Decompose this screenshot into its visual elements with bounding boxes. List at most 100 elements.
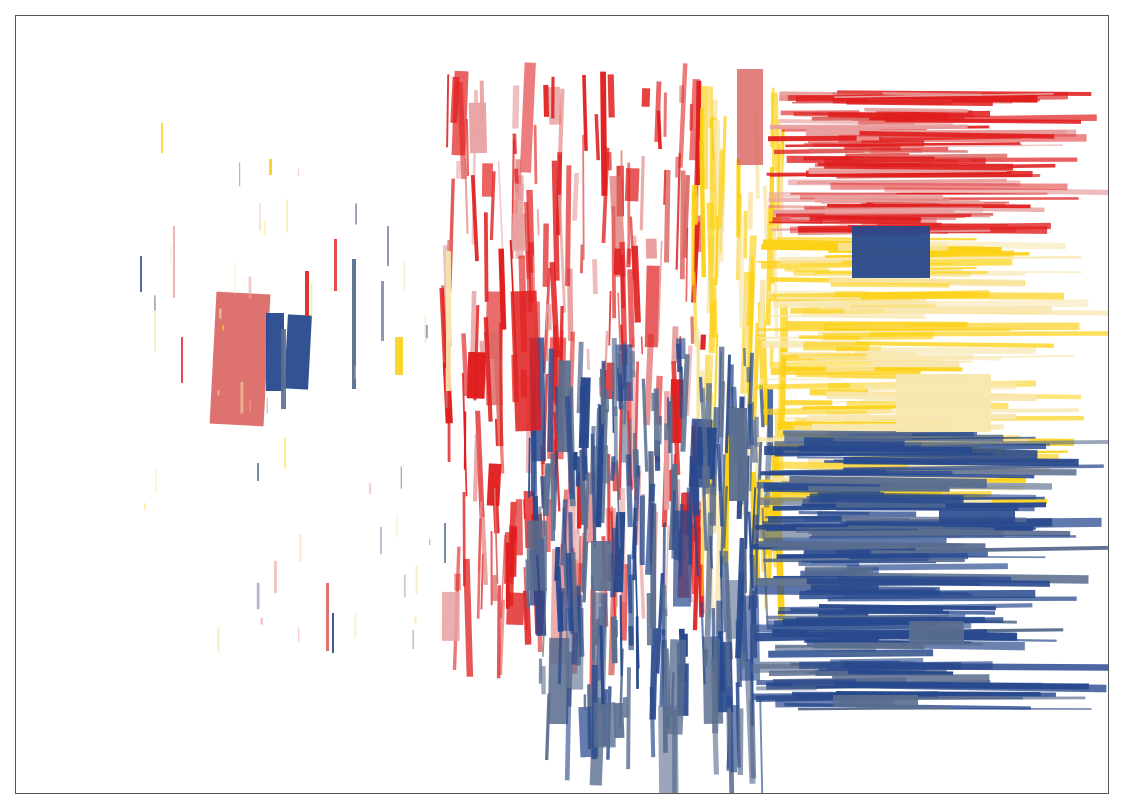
red-vertical-stroke [462,491,466,587]
yellow-horizontal-stroke [770,314,927,320]
yellow-vertical-stroke [716,149,725,253]
blue-horizontal-stroke [838,619,899,624]
yellow-horizontal-stroke [818,299,1089,310]
yellow-vertical-stroke [762,185,769,245]
fragment [256,582,260,610]
blue-horizontal-stroke [798,706,952,711]
fragment [234,263,236,294]
fragment [217,390,220,396]
blue-vertical-stroke [700,388,710,494]
blue-horizontal-stroke [817,511,917,518]
red-vertical-stroke [511,183,525,242]
red-vertical-stroke [557,194,567,313]
red-horizontal-stroke [864,107,968,113]
yellow-horizontal-stroke [813,357,973,364]
red-vertical-stroke [472,433,480,502]
blue-horizontal-stroke [765,528,918,532]
blue-horizontal-stroke [756,686,817,691]
blue-horizontal-stroke [834,545,1108,555]
red-vertical-stroke [473,304,480,401]
slate-block [909,621,964,643]
red-vertical-stroke [480,511,489,585]
blue-vertical-stroke [744,659,756,784]
fragment [222,325,224,331]
blue-horizontal-stroke [796,456,906,460]
blue-horizontal-stroke [824,460,968,465]
slate-block [591,541,611,591]
red-horizontal-stroke [844,144,901,151]
blue-vertical-stroke [730,705,739,773]
fragment [299,534,302,562]
fragment [155,469,157,494]
left-navy-stroke [140,256,142,292]
blue-vertical-stroke [582,541,589,603]
fragment [248,276,252,299]
red-vertical-stroke [564,165,572,287]
light-yellow-block [896,374,991,432]
red-horizontal-stroke [768,191,897,199]
pink-tall-block [737,69,763,165]
blue-vertical-stroke [676,343,682,372]
red-horizontal-stroke [834,158,959,163]
red-vertical-stroke [446,74,450,148]
blue-vertical-stroke [661,584,668,617]
yellow-vertical-stroke [691,271,699,347]
red-vertical-stroke [546,313,549,362]
red-vertical-stroke [627,162,631,264]
yellow-horizontal-stroke [756,382,851,390]
red-vertical-stroke [515,499,524,556]
red-vertical-stroke [491,574,498,602]
red-vertical-stroke [476,517,482,619]
blue-vertical-stroke [670,395,673,499]
blue-vertical-stroke [594,619,600,645]
red-vertical-stroke [473,89,479,106]
blue-vertical-stroke [724,354,731,454]
left-light-yellow-stroke [154,301,156,351]
blue-vertical-stroke [536,555,541,592]
fragment [240,381,244,414]
blue-vertical-stroke [554,546,561,581]
yellow-vertical-stroke [746,235,757,327]
blue-vertical-stroke [709,535,714,569]
blue-vertical-stroke [547,348,555,452]
blue-vertical-stroke [663,648,671,729]
navy-bar [939,510,1015,524]
red-horizontal-stroke [840,156,935,159]
red-vertical-stroke [675,152,681,270]
red-vertical-stroke [594,114,600,161]
blue-horizontal-stroke [798,445,973,453]
fragment [415,565,418,594]
yellow-vertical-stroke [736,158,741,238]
yellow-vertical-stroke [696,328,701,435]
blue-vertical-stroke [542,463,552,517]
blue-vertical-stroke [746,352,754,450]
red-vertical-stroke [582,134,585,260]
yellow-vertical-stroke [747,192,753,230]
red-vertical-stroke [481,163,493,197]
red-vertical-stroke [499,322,504,446]
yellow-horizontal-stroke [781,399,833,406]
blue-vertical-stroke [619,595,623,676]
fragment [259,202,261,231]
blue-vertical-stroke [658,416,663,445]
blue-horizontal-stroke [808,486,950,492]
red-vertical-stroke [643,334,655,426]
fragment [414,616,417,624]
red-vertical-stroke [441,591,460,641]
blue-vertical-stroke [542,588,547,657]
red-vertical-stroke [533,124,538,185]
blue-horizontal-stroke [809,493,964,504]
yellow-vertical-stroke [736,215,746,329]
blue-vertical-stroke [615,460,621,549]
blue-horizontal-stroke [805,566,874,576]
yellow-vertical-stroke [772,231,779,339]
red-vertical-stroke [542,223,549,287]
blue-horizontal-stroke [824,652,926,656]
left-red-stroke [334,239,337,291]
blue-vertical-stroke [737,708,744,775]
fragment [169,245,173,264]
blue-vertical-stroke [599,368,606,425]
red-vertical-stroke [663,169,667,205]
blue-horizontal-stroke [844,605,944,613]
blue-vertical-stroke [538,658,543,684]
